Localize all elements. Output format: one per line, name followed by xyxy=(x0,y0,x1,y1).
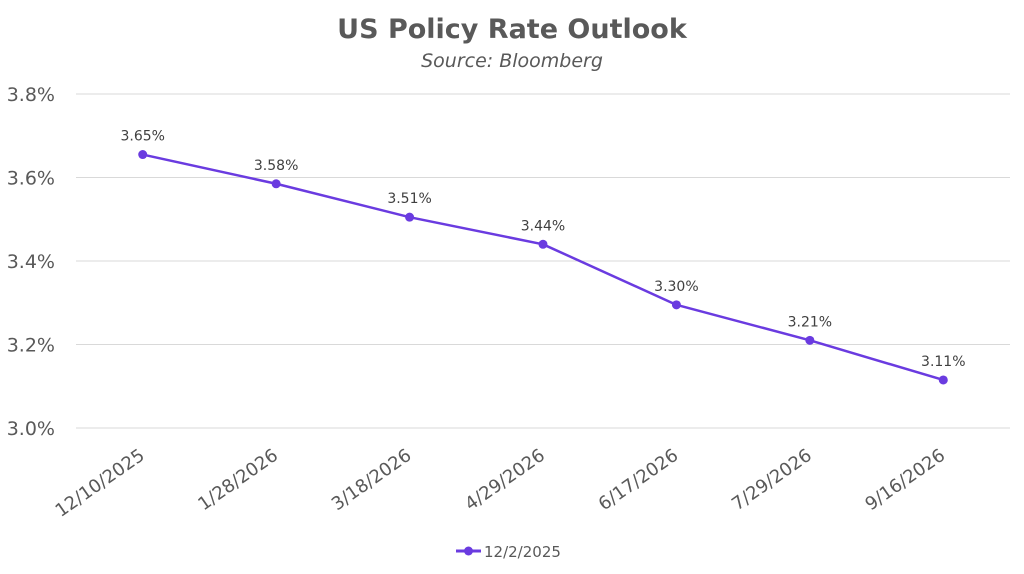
x-tick-label: 4/29/2026 xyxy=(461,445,549,515)
data-point xyxy=(538,239,548,249)
data-label: 3.65% xyxy=(120,129,164,145)
legend: 12/2/2025 xyxy=(456,543,561,561)
legend-dot-marker xyxy=(464,546,473,556)
y-tick-label: 3.6% xyxy=(7,168,55,190)
x-tick-label: 6/17/2026 xyxy=(595,445,683,515)
chart-title: US Policy Rate Outlook xyxy=(337,14,688,45)
series-line xyxy=(142,153,944,382)
data-label: 3.58% xyxy=(254,158,298,174)
y-tick-label: 3.2% xyxy=(7,335,55,357)
y-tick-label: 3.8% xyxy=(7,84,55,106)
x-tick-label: 1/28/2026 xyxy=(194,445,282,515)
data-label: 3.21% xyxy=(788,314,832,330)
data-label: 3.44% xyxy=(521,218,565,234)
data-label: 3.11% xyxy=(921,354,965,370)
x-tick-label: 9/16/2026 xyxy=(862,445,950,515)
y-tick-label: 3.0% xyxy=(7,418,55,440)
x-axis: 12/10/2025 1/28/2026 3/18/2026 4/29/2026 6/1… xyxy=(52,445,950,522)
data-point xyxy=(405,212,415,222)
x-tick-label: 3/18/2026 xyxy=(328,445,416,515)
y-tick-label: 3.4% xyxy=(7,251,55,273)
x-tick-label: 7/29/2026 xyxy=(728,445,816,515)
data-label: 3.30% xyxy=(654,279,698,295)
y-axis: 3.0% 3.2% 3.4% 3.6% 3.8% xyxy=(7,84,55,440)
x-tick-label: 12/10/2025 xyxy=(52,445,149,522)
data-point xyxy=(138,150,148,160)
data-point xyxy=(938,375,948,385)
data-point xyxy=(271,179,281,189)
gridlines xyxy=(76,93,1010,429)
chart-subtitle: Source: Bloomberg xyxy=(421,50,603,72)
series: 3.65% 3.58% 3.51% 3.44% 3.30% 3.21% 3.11% xyxy=(120,129,966,385)
data-label: 3.51% xyxy=(387,191,431,207)
data-point xyxy=(671,300,681,310)
data-point xyxy=(805,335,815,345)
legend-entry-label: 12/2/2025 xyxy=(484,543,561,561)
